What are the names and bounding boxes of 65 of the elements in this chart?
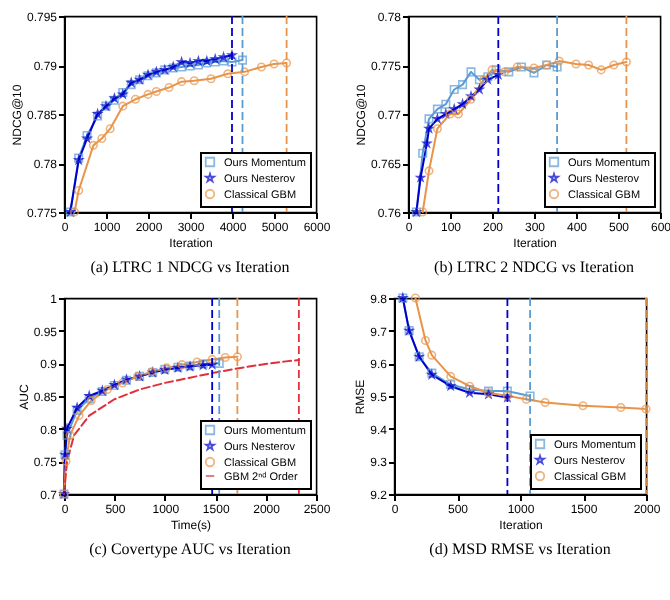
point bbox=[97, 133, 107, 144]
point bbox=[227, 57, 237, 67]
text: (d) MSD RMSE vs Iteration bbox=[429, 540, 611, 558]
point bbox=[609, 60, 619, 70]
point bbox=[584, 60, 594, 70]
point bbox=[214, 358, 224, 368]
point bbox=[422, 138, 432, 148]
point bbox=[554, 56, 564, 66]
text: (b) LTRC 2 NDCG vs Iteration bbox=[434, 258, 634, 276]
point bbox=[432, 124, 442, 134]
point bbox=[571, 59, 581, 69]
point bbox=[74, 411, 84, 421]
point bbox=[418, 148, 428, 158]
point bbox=[529, 63, 539, 73]
point bbox=[227, 50, 237, 60]
point bbox=[193, 60, 203, 70]
point bbox=[466, 67, 476, 77]
point bbox=[177, 62, 187, 72]
point bbox=[105, 124, 115, 134]
point bbox=[502, 386, 512, 396]
point bbox=[256, 62, 266, 72]
point bbox=[237, 55, 248, 65]
point bbox=[269, 59, 279, 69]
point bbox=[185, 61, 195, 71]
point bbox=[223, 69, 233, 79]
text: (a) LTRC 1 NDCG vs Iteration bbox=[90, 258, 290, 276]
point bbox=[445, 109, 455, 119]
point bbox=[578, 401, 588, 411]
text: (c) Covertype AUC vs Iteration bbox=[89, 540, 291, 558]
point bbox=[207, 354, 217, 364]
point bbox=[552, 62, 562, 72]
point bbox=[424, 114, 434, 124]
point bbox=[74, 185, 84, 195]
point bbox=[88, 140, 98, 150]
point bbox=[210, 57, 220, 67]
point bbox=[118, 101, 128, 111]
point bbox=[177, 77, 187, 87]
point bbox=[529, 68, 539, 78]
point bbox=[151, 86, 161, 96]
point bbox=[192, 357, 202, 367]
point bbox=[441, 99, 451, 109]
point bbox=[540, 398, 550, 408]
point bbox=[207, 360, 217, 369]
point bbox=[220, 352, 230, 362]
point bbox=[449, 84, 459, 95]
point bbox=[432, 104, 442, 114]
point bbox=[143, 89, 153, 99]
point bbox=[474, 75, 484, 85]
point bbox=[189, 76, 199, 86]
point bbox=[420, 335, 431, 345]
point bbox=[61, 456, 71, 466]
point bbox=[130, 94, 140, 104]
point bbox=[427, 350, 437, 360]
point bbox=[424, 166, 434, 176]
point bbox=[240, 67, 250, 77]
point bbox=[596, 65, 606, 75]
point bbox=[449, 104, 459, 113]
point bbox=[453, 109, 463, 119]
point bbox=[458, 80, 468, 90]
point bbox=[446, 371, 456, 381]
point bbox=[102, 384, 112, 394]
point bbox=[616, 402, 626, 412]
point bbox=[164, 83, 174, 93]
point bbox=[219, 56, 229, 66]
point bbox=[206, 74, 216, 84]
